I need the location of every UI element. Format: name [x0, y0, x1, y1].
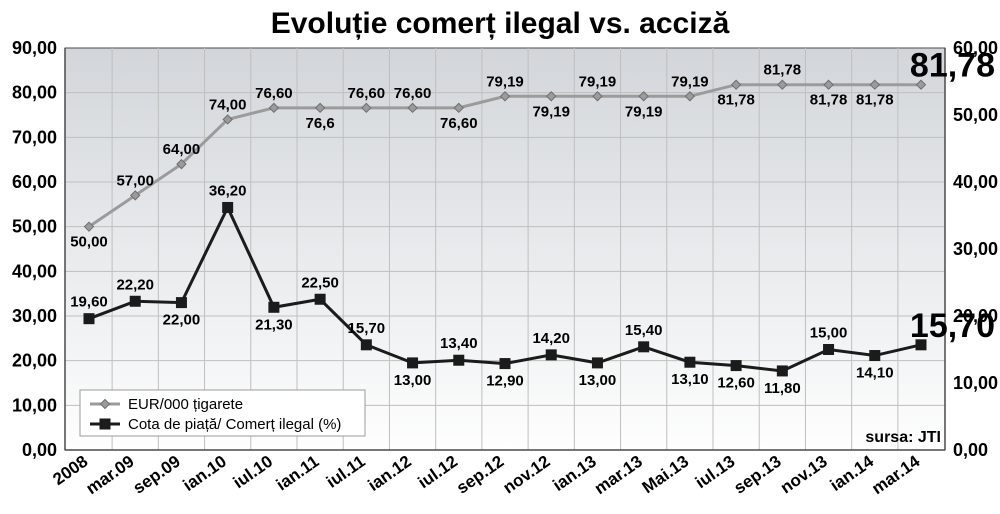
chart-title: Evoluție comerț ilegal vs. acciză: [271, 7, 730, 40]
svg-text:20,00: 20,00: [12, 351, 57, 371]
x-axis-label: sep.09: [129, 452, 183, 498]
series-b-label: 21,30: [255, 316, 293, 333]
chart-container: 0,00 10,00 20,00 30,00 40,00 50,00 60,00 70,00 8…: [0, 0, 1000, 514]
svg-text:70,00: 70,00: [12, 127, 57, 147]
series-a-label: 81,78: [764, 62, 802, 79]
x-axis-label: iul.13: [692, 452, 739, 492]
series-a-label: 76,6: [306, 115, 335, 132]
series-a-label: 57,00: [116, 172, 154, 189]
svg-text:90,00: 90,00: [12, 38, 57, 58]
series-a-label: 79,19: [671, 73, 709, 90]
series-b-label: 22,50: [301, 274, 339, 291]
svg-text:30,00: 30,00: [12, 306, 57, 326]
series-b-marker: [500, 358, 511, 369]
series-b-label: 19,60: [70, 294, 108, 311]
x-axis-label: iul.11: [323, 452, 369, 492]
series-b-label: 12,90: [486, 373, 524, 390]
series-b-label: 15,40: [625, 322, 663, 339]
series-b-marker: [638, 341, 649, 352]
x-axis-label: sep.13: [730, 452, 784, 498]
series-b-marker: [546, 349, 557, 360]
chart-source: sursa: JTI: [865, 429, 941, 446]
series-b-marker: [684, 357, 695, 368]
series-b-marker: [84, 313, 95, 324]
series-a-label: 76,60: [348, 85, 386, 102]
series-b-label: 13,00: [394, 372, 432, 389]
series-a-label: 74,00: [209, 96, 247, 113]
legend-item-b: Cota de piață/ Comerț ilegal (%): [128, 416, 341, 433]
x-axis-label: nov.12: [500, 452, 554, 498]
series-b-marker: [823, 344, 834, 355]
x-axis-label: ian.10: [180, 452, 230, 495]
svg-text:0,00: 0,00: [22, 440, 57, 460]
series-b-label: 22,20: [116, 276, 154, 293]
svg-text:0,00: 0,00: [953, 440, 988, 460]
x-axis-label: ian.13: [549, 452, 599, 495]
series-b-label: 14,10: [856, 365, 894, 382]
series-b-marker: [592, 357, 603, 368]
series-a-label: 79,19: [625, 103, 663, 120]
x-axis-label: ian.12: [364, 452, 414, 495]
series-b-label: 12,60: [717, 375, 755, 392]
series-a-label: 76,60: [394, 85, 432, 102]
chart-svg: 0,00 10,00 20,00 30,00 40,00 50,00 60,00 70,00 8…: [0, 0, 1000, 514]
series-b-marker: [268, 302, 279, 313]
series-b-marker: [407, 357, 418, 368]
series-b-marker: [869, 350, 880, 361]
series-a-label: 64,00: [163, 141, 201, 158]
series-b-marker: [361, 339, 372, 350]
x-axis-label: Mai.13: [639, 452, 692, 497]
legend-item-a: EUR/000 țigarete: [128, 396, 243, 413]
x-axis-label: nov.13: [777, 452, 831, 498]
series-b-label: 15,00: [810, 325, 848, 342]
series-b-label: 14,20: [532, 330, 570, 347]
series-b-label: 13,10: [671, 371, 709, 388]
series-b-label: 13,40: [440, 335, 478, 352]
series-a-label: 79,19: [579, 73, 617, 90]
series-a-label: 81,78: [717, 92, 755, 109]
x-axis-label: ian.14: [827, 451, 878, 495]
series-b-marker: [777, 365, 788, 376]
series-b-label: 13,00: [579, 372, 617, 389]
series-b-marker: [453, 355, 464, 366]
series-b-marker: [176, 297, 187, 308]
x-axis-label: mar.13: [591, 452, 646, 498]
series-a-label: 76,60: [440, 115, 478, 132]
series-b-endlabel: 15,70: [910, 307, 995, 345]
series-a-label: 79,19: [486, 73, 524, 90]
svg-text:40,00: 40,00: [953, 172, 998, 192]
x-axis-label: mar.09: [82, 452, 137, 498]
svg-text:50,00: 50,00: [12, 217, 57, 237]
x-axis-label: iul.12: [415, 452, 462, 492]
series-b-marker: [315, 294, 326, 305]
series-b-label: 11,80: [764, 380, 801, 397]
x-axis-label: ian.11: [273, 452, 323, 495]
series-a-label: 81,78: [856, 92, 894, 109]
svg-text:60,00: 60,00: [12, 172, 57, 192]
series-a-endlabel: 81,78: [910, 47, 995, 85]
series-b-marker: [222, 202, 233, 213]
series-a-label: 81,78: [810, 92, 848, 109]
series-b-label: 15,70: [348, 320, 386, 337]
svg-text:10,00: 10,00: [12, 395, 57, 415]
series-a-label: 79,19: [532, 103, 570, 120]
series-b-marker: [731, 360, 742, 371]
series-b-marker: [130, 296, 141, 307]
series-b-label: 36,20: [209, 182, 247, 199]
svg-text:10,00: 10,00: [953, 373, 998, 393]
svg-text:50,00: 50,00: [953, 105, 998, 125]
svg-text:40,00: 40,00: [12, 261, 57, 281]
x-axis-label: sep.12: [453, 452, 507, 498]
x-axis-label: iul.10: [230, 452, 277, 492]
series-a-label: 50,00: [70, 234, 108, 251]
series-b-label: 22,00: [163, 312, 201, 329]
series-a-label: 76,60: [255, 85, 293, 102]
svg-text:80,00: 80,00: [12, 83, 57, 103]
svg-text:30,00: 30,00: [953, 239, 998, 259]
x-axis-label: mar.14: [868, 451, 923, 498]
